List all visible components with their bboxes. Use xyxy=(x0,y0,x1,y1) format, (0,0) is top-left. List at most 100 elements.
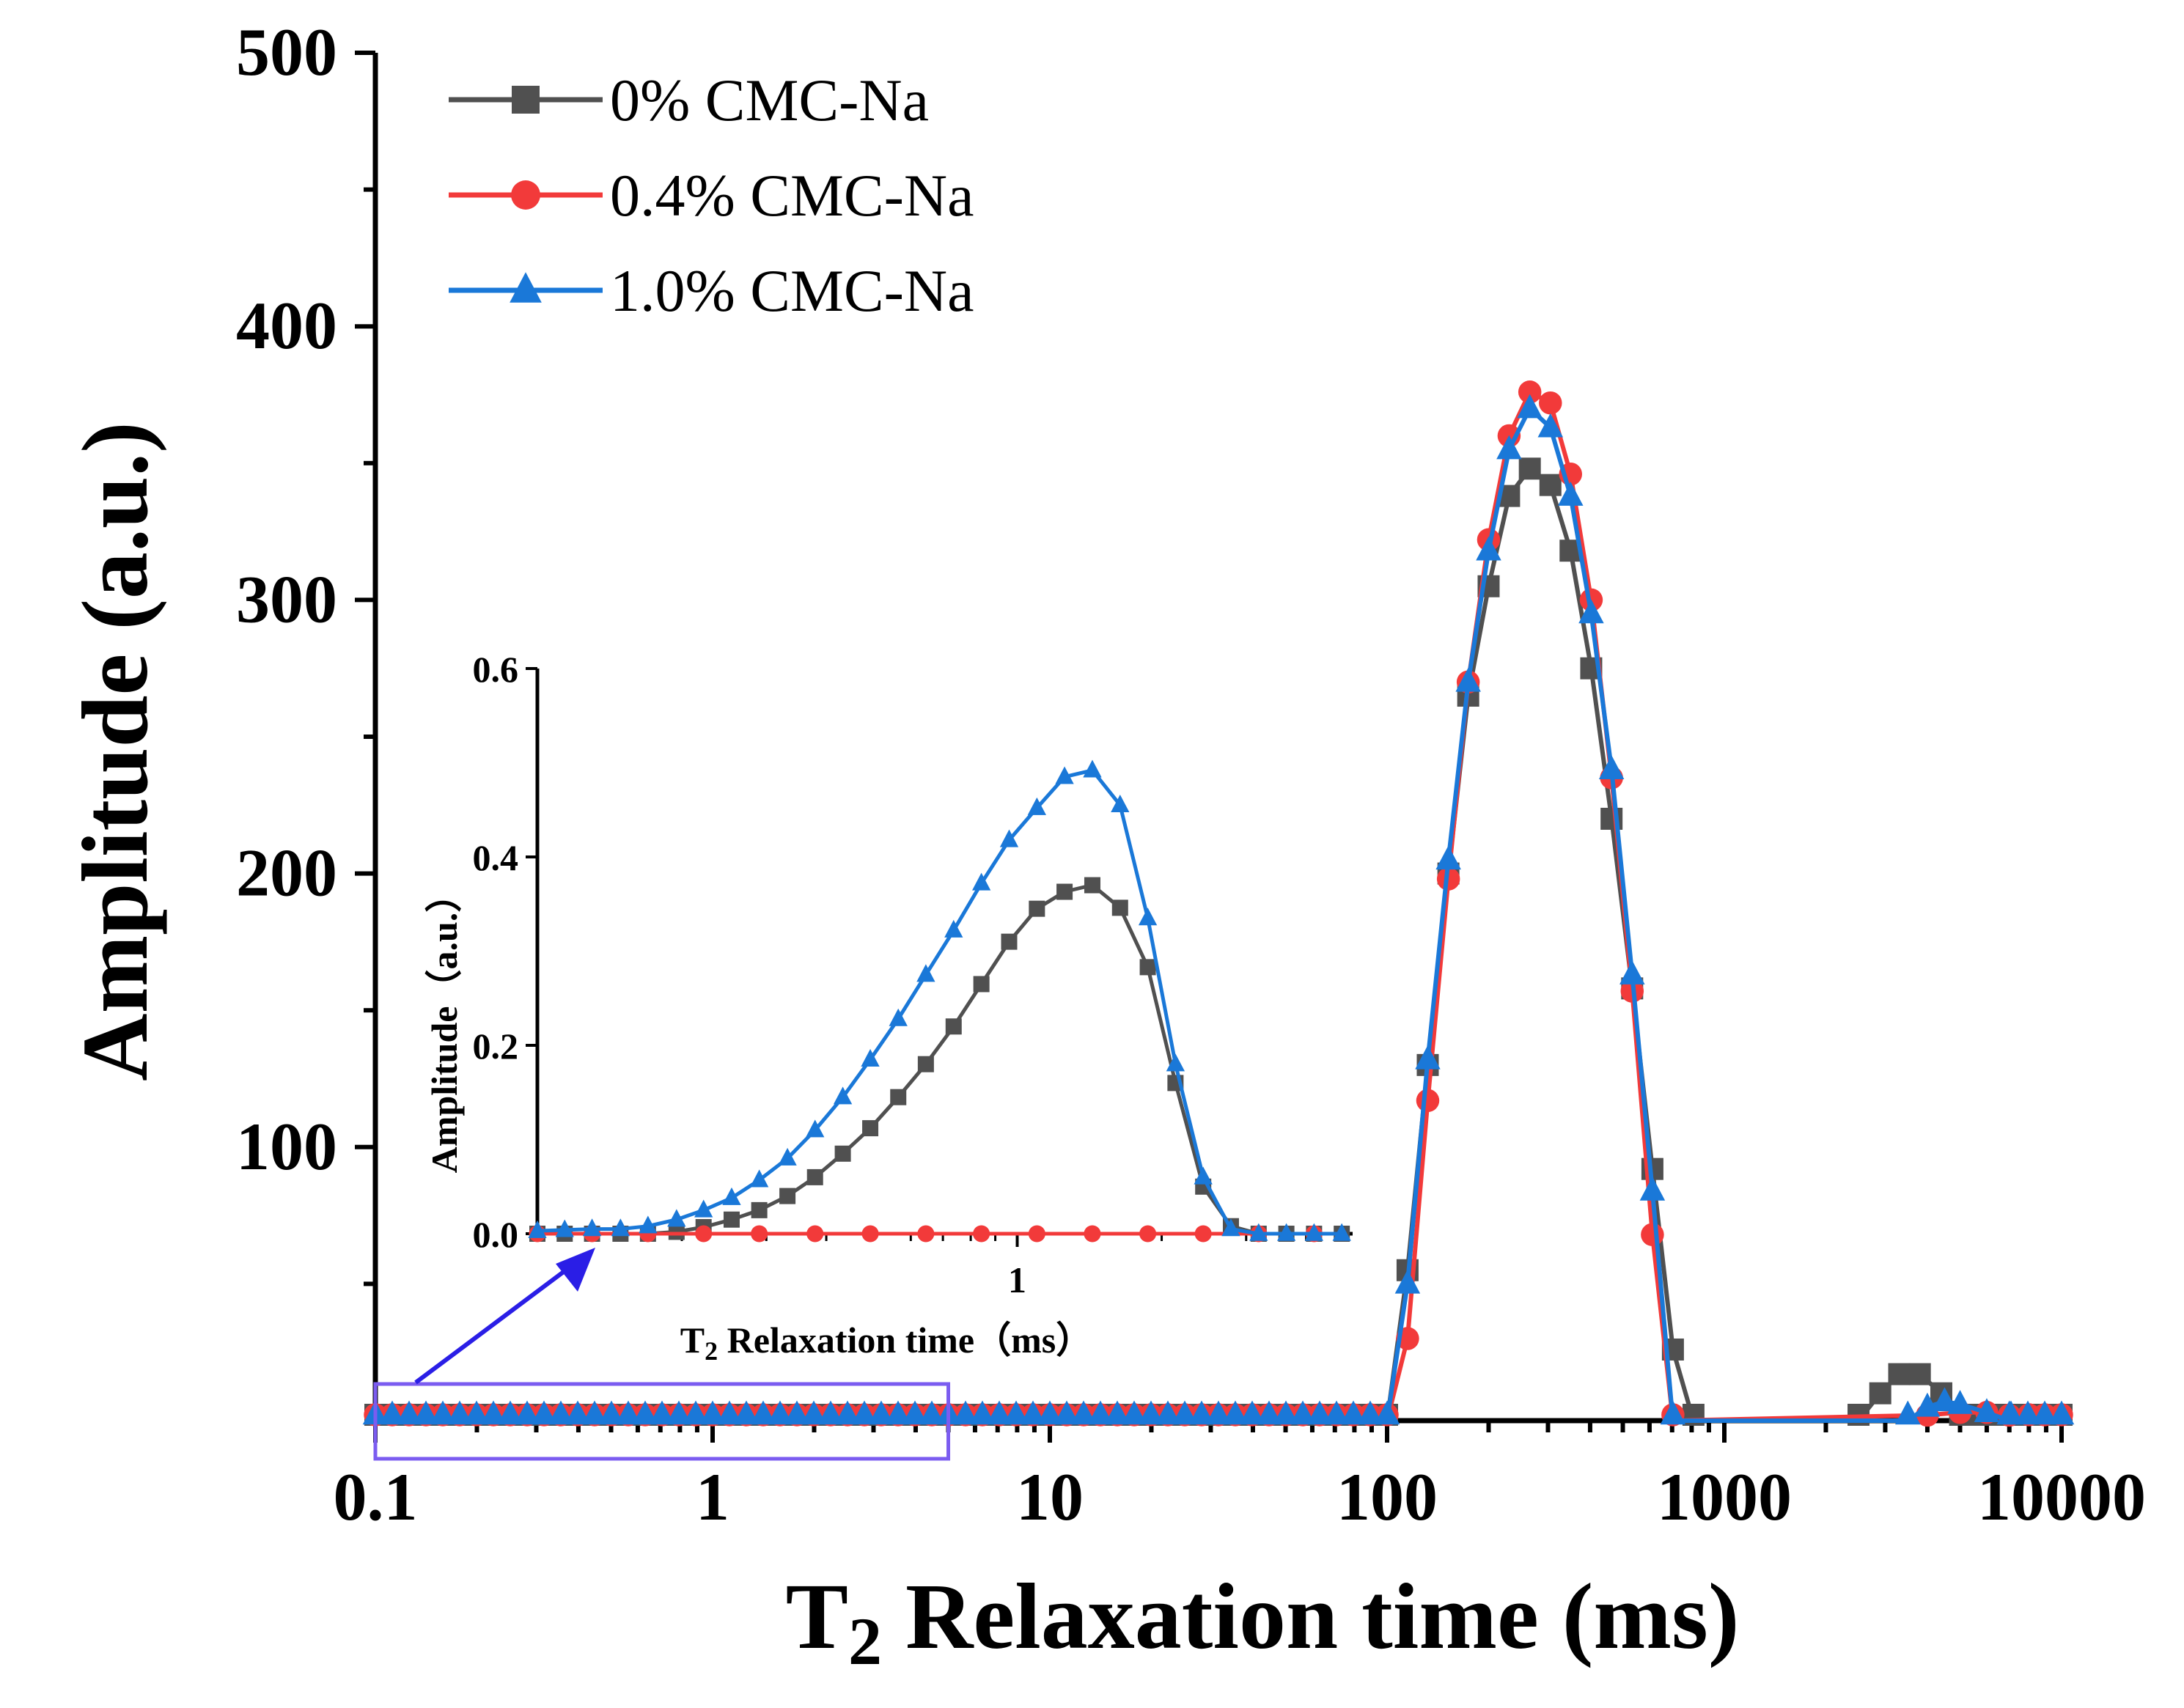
inset-data-point-marker xyxy=(834,1145,851,1162)
inset-data-point-marker xyxy=(945,1018,962,1035)
x-axis-title: T2 Relaxation time (ms) xyxy=(786,1564,1740,1679)
data-point-marker xyxy=(548,1400,574,1425)
data-point-marker xyxy=(514,1400,540,1425)
data-point-marker xyxy=(430,1400,456,1425)
data-point-marker xyxy=(1172,1400,1198,1425)
inset-data-point-marker xyxy=(723,1211,740,1228)
inset-x-axis-title: T2 Relaxation time（ms） xyxy=(680,1319,1092,1366)
data-point-marker xyxy=(1639,1176,1666,1201)
inset-data-point-marker xyxy=(1138,908,1158,926)
data-point-marker xyxy=(733,1400,760,1425)
inset-data-point-marker xyxy=(1027,797,1046,815)
x-tick-label: 10000 xyxy=(1977,1459,2146,1534)
data-point-marker xyxy=(632,1400,658,1425)
inset-data-point-marker xyxy=(1332,1223,1351,1241)
inset-data-point-marker xyxy=(1029,900,1045,917)
data-point-marker xyxy=(885,1400,911,1425)
data-point-marker xyxy=(1998,1400,2024,1425)
data-point-marker xyxy=(1641,1223,1664,1246)
inset-data-point-marker xyxy=(973,976,990,993)
inset-data-point-marker xyxy=(582,1218,602,1237)
main-ticks: 100 200 300 400 500 0.1 1 10 100 1000 10000 xyxy=(236,15,2146,1534)
inset-data-point-marker xyxy=(1084,877,1100,894)
data-point-marker xyxy=(1908,1363,1931,1385)
data-point-marker xyxy=(446,1400,473,1425)
inset-data-point-marker xyxy=(1276,1223,1296,1241)
data-point-marker xyxy=(1188,1400,1215,1425)
data-point-marker xyxy=(1290,1400,1316,1425)
inset-data-point-marker xyxy=(916,964,935,982)
data-point-marker xyxy=(801,1400,827,1425)
data-point-marker xyxy=(1155,1400,1181,1425)
data-point-marker xyxy=(969,1400,996,1425)
legend-label: 0.4% CMC-Na xyxy=(610,162,974,229)
x-tick-label: 1 xyxy=(696,1459,729,1534)
data-point-marker xyxy=(1888,1363,1911,1385)
data-point-marker xyxy=(834,1400,861,1425)
inset-y-tick-label: 0.0 xyxy=(473,1214,519,1255)
data-point-marker xyxy=(413,1400,439,1425)
data-point-marker xyxy=(986,1400,1012,1425)
series-2 xyxy=(362,394,2075,1425)
x-tick-label: 0.1 xyxy=(334,1459,418,1534)
data-point-marker xyxy=(565,1400,591,1425)
data-point-marker xyxy=(666,1400,692,1425)
data-point-marker xyxy=(598,1400,625,1425)
inset-data-point-marker xyxy=(639,1215,658,1234)
data-point-marker xyxy=(1578,599,1604,624)
y-tick-label: 100 xyxy=(236,1109,337,1184)
inset-data-point-marker xyxy=(973,1225,990,1243)
inset-data-point-marker xyxy=(1166,1053,1185,1072)
zoom-arrow xyxy=(414,1248,595,1385)
data-point-marker xyxy=(581,1400,608,1425)
inset-data-point-marker xyxy=(917,1056,934,1072)
inset-data-point-marker xyxy=(861,1048,880,1067)
data-point-marker xyxy=(649,1400,675,1425)
series-line xyxy=(375,465,2062,1423)
data-point-marker xyxy=(1020,1400,1046,1425)
inset-data-point-marker xyxy=(555,1219,574,1237)
inset-data-point-marker xyxy=(667,1209,686,1227)
inset-y-tick-label: 0.4 xyxy=(473,837,519,878)
inset-chart: 0.0 0.2 0.4 0.6 1 T2 Relaxation time（ms） Ampli… xyxy=(424,649,1353,1366)
y-axis-title: Amplitude (a.u.) xyxy=(63,422,167,1081)
legend-marker xyxy=(510,272,542,303)
data-point-marker xyxy=(1374,1400,1400,1425)
data-point-marker xyxy=(1869,1382,1891,1405)
inset-data-point-marker xyxy=(917,1225,935,1243)
data-point-marker xyxy=(1273,1400,1299,1425)
series-line xyxy=(375,389,2062,1424)
inset-y-tick-label: 0.6 xyxy=(473,649,519,690)
inset-data-point-marker xyxy=(1001,933,1018,950)
legend-label: 0% CMC-Na xyxy=(610,67,929,133)
data-point-marker xyxy=(817,1400,844,1425)
data-point-marker xyxy=(1357,1400,1383,1425)
inset-data-point-marker xyxy=(1084,1225,1101,1243)
data-point-marker xyxy=(1070,1400,1097,1425)
inset-data-point-marker xyxy=(1194,1166,1213,1185)
inset-data-point-marker xyxy=(528,1220,547,1238)
inset-data-point-marker xyxy=(999,829,1019,847)
data-point-marker xyxy=(497,1400,523,1425)
inset-data-point-marker xyxy=(1055,766,1074,784)
data-point-marker xyxy=(1087,1400,1114,1425)
data-point-marker xyxy=(1340,1400,1367,1425)
inset-data-point-marker xyxy=(1083,759,1102,778)
inset-data-point-marker xyxy=(833,1086,853,1105)
data-point-marker xyxy=(1256,1400,1282,1425)
data-point-marker xyxy=(1537,413,1564,438)
data-point-marker xyxy=(699,1400,726,1425)
data-point-marker xyxy=(750,1400,776,1425)
data-point-marker xyxy=(919,1400,945,1425)
data-point-marker xyxy=(851,1400,878,1425)
y-tick-label: 300 xyxy=(236,562,337,636)
data-point-marker xyxy=(868,1400,894,1425)
y-tick-label: 400 xyxy=(236,288,337,363)
data-point-marker xyxy=(1476,536,1501,561)
data-point-marker xyxy=(1518,380,1542,404)
data-point-marker xyxy=(1619,960,1645,984)
inset-data-point-marker xyxy=(944,919,963,938)
data-point-marker xyxy=(1205,1400,1232,1425)
inset-data-point-marker xyxy=(971,872,991,891)
